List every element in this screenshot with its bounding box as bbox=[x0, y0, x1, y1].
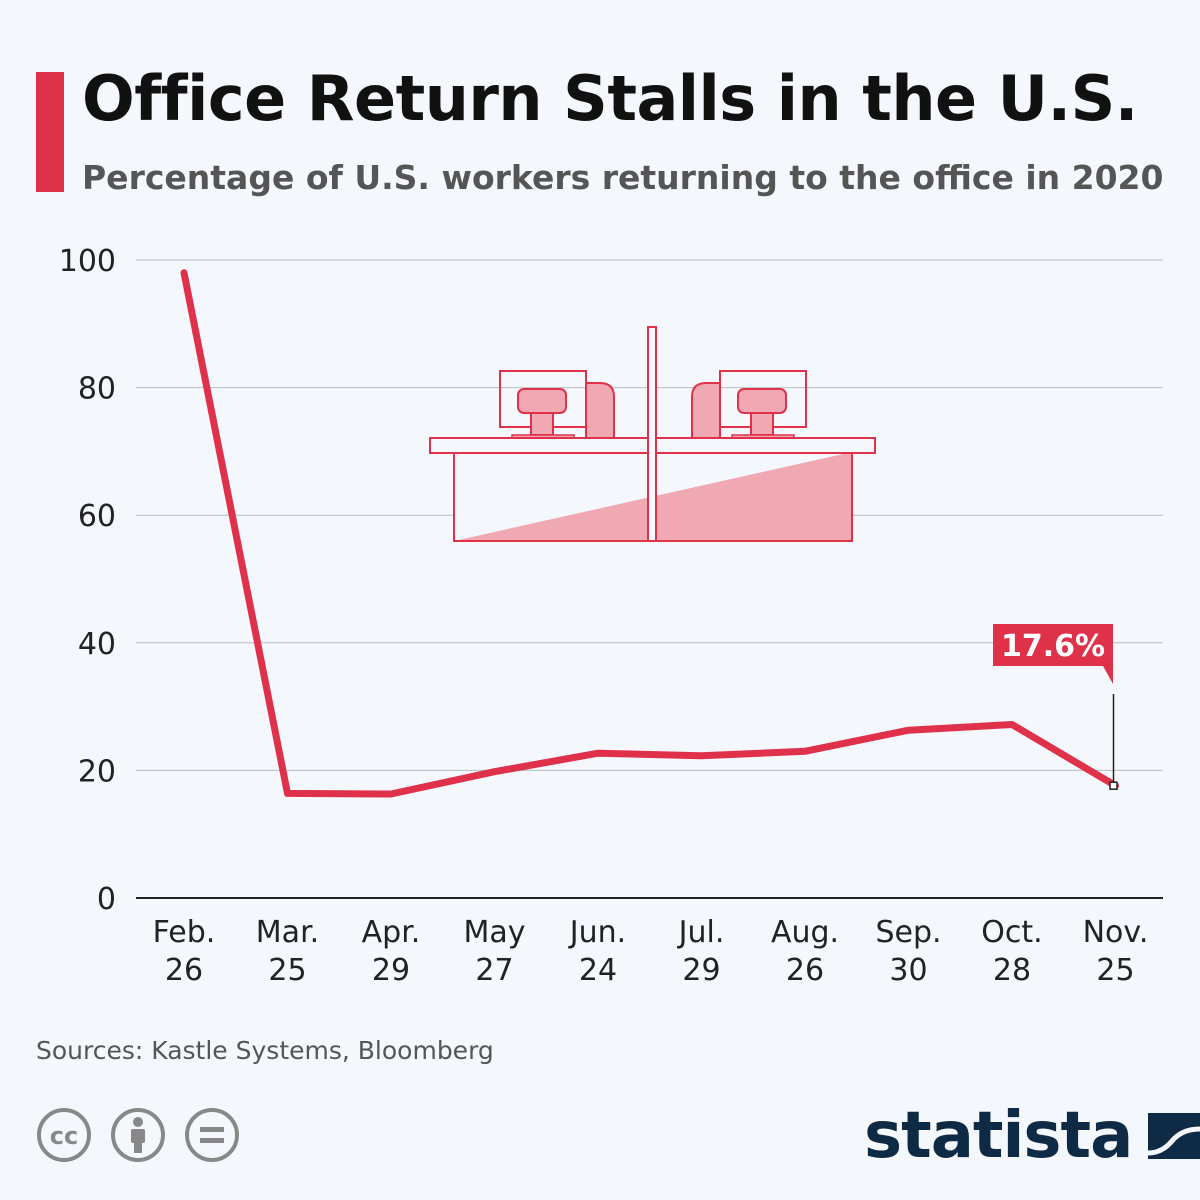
office-desks-illustration bbox=[429, 326, 876, 542]
brand-name: statista bbox=[864, 1099, 1133, 1173]
x-tick-label: Feb. 26 bbox=[153, 915, 216, 988]
axes: 0 20 40 60 80 100 Feb. 26 Mar. 25 Apr. 29 May 27 Jun. 2… bbox=[59, 244, 1163, 988]
statista-mark-icon bbox=[1148, 1113, 1200, 1159]
callout: 17.6% bbox=[993, 624, 1118, 790]
y-tick-label: 80 bbox=[78, 372, 116, 407]
y-tick-label: 100 bbox=[59, 244, 116, 279]
y-tick-label: 60 bbox=[78, 499, 116, 534]
chart-title: Office Return Stalls in the U.S. bbox=[82, 62, 1138, 135]
y-tick-label: 40 bbox=[78, 627, 116, 662]
x-tick-label: Aug. 26 bbox=[771, 915, 839, 988]
y-tick-label: 0 bbox=[97, 882, 116, 917]
license-icons: cc bbox=[36, 1106, 246, 1168]
callout-label: 17.6% bbox=[1001, 629, 1105, 664]
no-derivatives-icon bbox=[185, 1108, 239, 1162]
callout-box bbox=[993, 624, 1113, 684]
series-line-path bbox=[180, 269, 1119, 798]
x-tick-label: Jul. 29 bbox=[677, 915, 725, 988]
statista-logo: statista bbox=[864, 1096, 1200, 1176]
callout-marker bbox=[1109, 781, 1118, 790]
title-accent-bar bbox=[36, 72, 64, 192]
chart-subtitle: Percentage of U.S. workers returning to … bbox=[82, 158, 1164, 197]
x-tick-label: Mar. 25 bbox=[256, 915, 319, 988]
x-tick-label: May 27 bbox=[463, 915, 525, 988]
y-tick-label: 20 bbox=[78, 754, 116, 789]
svg-text:cc: cc bbox=[50, 1122, 78, 1150]
cc-icon: cc bbox=[37, 1108, 91, 1162]
x-tick-label: Sep. 30 bbox=[875, 915, 941, 988]
x-tick-label: Apr. 29 bbox=[362, 915, 421, 988]
line-chart: 0 20 40 60 80 100 Feb. 26 Mar. 25 Apr. 29 May 27 Jun. 2… bbox=[59, 244, 1163, 988]
series-line bbox=[180, 269, 1119, 798]
x-tick-label: Nov. 25 bbox=[1083, 915, 1149, 988]
attribution-icon bbox=[111, 1108, 165, 1162]
x-tick-label: Oct. 28 bbox=[981, 915, 1042, 988]
source-note: Sources: Kastle Systems, Bloomberg bbox=[36, 1036, 494, 1065]
x-tick-label: Jun. 24 bbox=[568, 915, 626, 988]
